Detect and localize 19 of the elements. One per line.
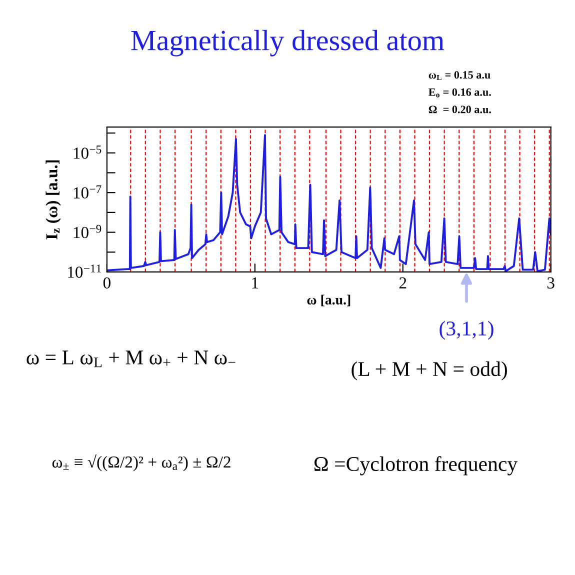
x-tick-label: 0: [103, 277, 110, 289]
chart-title: Magnetically dressed atom: [131, 30, 444, 56]
text: (L + M + N = odd): [352, 361, 507, 380]
text: Ω = 0.20 a.u.: [428, 106, 491, 114]
x-tick-label: 2: [399, 277, 406, 288]
x-tick-label: 1: [252, 277, 258, 288]
annotation: (3,1,1): [440, 320, 494, 340]
text: Ω =Cyclotron frequency: [314, 456, 518, 476]
text: ω$_{±}$ ≡ √((Ω/2)² + ω$_{a}$²) ± Ω/2: [52, 454, 230, 472]
y-tick-label: 10$^{−5}$: [74, 146, 102, 159]
text: E$_{o}$ = 0.16 a.u.: [428, 88, 491, 98]
text: ω$_{L}$ = 0.15 a.u: [428, 71, 490, 80]
y-tick-label: 10$^{−9}$: [74, 224, 102, 238]
x-tick-label: 3: [547, 277, 554, 289]
y-axis-title: I$_{z}$ (ω) [a.u.]: [46, 160, 61, 240]
y-tick-label: 10$^{−7}$: [74, 185, 102, 199]
text: ω = L ω$_{L}$ + M ω$_{+}$ + N ω$_{−}$: [26, 350, 236, 368]
y-tick-label: 10$^{−11}$: [68, 264, 101, 278]
x-axis-title: ω [a.u.]: [307, 294, 350, 306]
